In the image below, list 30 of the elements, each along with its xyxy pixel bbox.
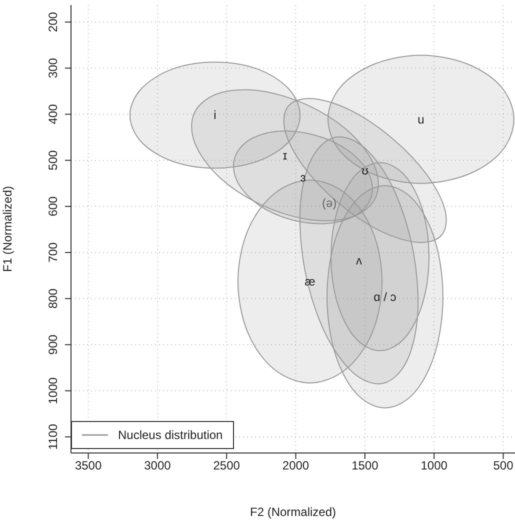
x-axis-title: F2 (Normalized) [250,505,336,519]
key-box: Nucleus distribution [71,421,234,449]
legend-title: Nucleus distribution [118,428,223,442]
series-label: ʌ [356,253,362,268]
series-label: æ [304,274,316,289]
series-label: ɪ [282,148,288,162]
series-label: ʊ [362,163,369,178]
series-label: u [418,112,424,126]
y-tick-label: 400 [46,104,60,124]
x-tick-label: 500 [493,458,514,473]
y-tick-label: 500 [46,150,60,170]
y-tick-label: 600 [46,196,60,216]
annotation: (ə) [322,196,337,210]
x-tick-label: 3000 [144,458,172,473]
y-tick-label: 300 [46,58,60,78]
y-tick-label: 1000 [46,377,60,404]
series-label: ɑ / ɔ [374,290,396,304]
y-tick-label: 800 [46,288,60,309]
y-tick-label: 900 [46,334,60,355]
x-tick-label: 3500 [74,458,102,473]
y-axis-title: F1 (Normalized) [0,186,14,272]
y-tick-label: 700 [46,242,60,263]
x-tick-label: 1000 [420,458,448,473]
series-label: i [214,108,216,122]
x-tick-label: 2000 [282,458,310,473]
x-tick-label: 1500 [352,458,379,473]
y-tick-label: 200 [46,12,60,32]
series-label: ɜ [300,170,306,184]
x-tick-label: 2500 [213,458,240,473]
y-tick-label: 1100 [46,424,60,450]
